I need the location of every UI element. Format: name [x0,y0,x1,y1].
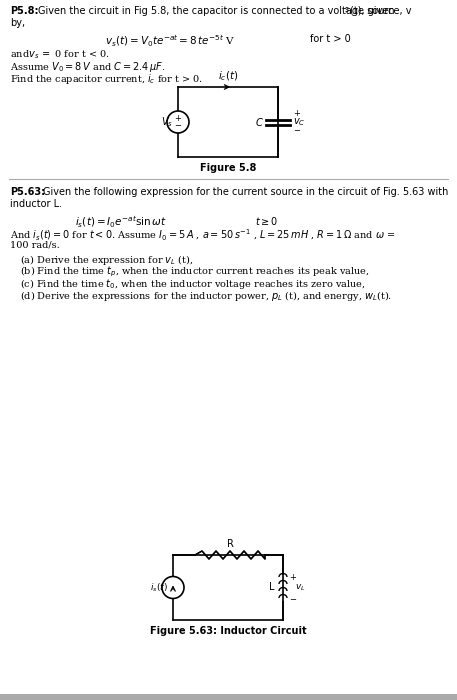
Text: And $i_s(t) = 0$ for $t < 0$. Assume $I_0 = 5\,A$ , $a = 50\,s^{-1}$ , $L = 25\,: And $i_s(t) = 0$ for $t < 0$. Assume $I_… [10,228,396,244]
Text: for t > 0: for t > 0 [310,34,351,44]
Text: $V_s$: $V_s$ [161,115,173,129]
Text: s: s [345,4,349,13]
Circle shape [167,111,189,133]
Text: inductor L.: inductor L. [10,199,62,209]
Text: (a) Derive the expression for $v_L$ (t),: (a) Derive the expression for $v_L$ (t), [20,253,193,267]
Text: Figure 5.63: Inductor Circuit: Figure 5.63: Inductor Circuit [150,626,306,636]
Text: $v_L$: $v_L$ [295,582,305,593]
Text: L: L [270,582,275,592]
Text: R: R [227,539,234,549]
Text: Figure 5.8: Figure 5.8 [200,163,256,173]
Text: $v_s(t) = V_0 te^{-at} = 8\,te^{-5t}$ V: $v_s(t) = V_0 te^{-at} = 8\,te^{-5t}$ V [105,34,235,50]
Text: Find the capacitor current, $i_c$ for t > 0.: Find the capacitor current, $i_c$ for t … [10,72,203,86]
Text: Given the following expression for the current source in the circuit of Fig. 5.6: Given the following expression for the c… [43,187,448,197]
Circle shape [162,577,184,598]
Text: (c) Find the time $t_0$, when the inductor voltage reaches its zero value,: (c) Find the time $t_0$, when the induct… [20,277,366,291]
Text: $i_s(t) = I_0 e^{-at}\sin\omega t$: $i_s(t) = I_0 e^{-at}\sin\omega t$ [75,215,167,230]
Text: Assume $V_0 = 8\,V$ and $C = 2.4\,\mu F.$: Assume $V_0 = 8\,V$ and $C = 2.4\,\mu F.… [10,60,165,74]
Text: (d) Derive the expressions for the inductor power, $p_L$ (t), and energy, $w_L$(: (d) Derive the expressions for the induc… [20,289,392,303]
Text: Given the circuit in Fig 5.8, the capacitor is connected to a voltage source, v: Given the circuit in Fig 5.8, the capaci… [38,6,411,16]
Text: +: + [293,108,300,118]
Text: P5.8:: P5.8: [10,6,38,16]
Text: $t \geq 0$: $t \geq 0$ [255,215,278,227]
Text: (t), given: (t), given [350,6,395,16]
Text: $v_C$: $v_C$ [293,116,305,128]
Text: +: + [175,114,181,123]
Bar [0,694,457,700]
Text: −: − [293,127,300,136]
Text: and$v_s\,=$ 0 for t < 0.: and$v_s\,=$ 0 for t < 0. [10,48,110,61]
Text: P5.63:: P5.63: [10,187,45,197]
Text: 100 rad/s.: 100 rad/s. [10,240,60,249]
Text: $i_s(t)$: $i_s(t)$ [150,581,168,594]
Text: +: + [289,573,296,582]
Text: by,: by, [10,18,25,28]
Text: −: − [175,121,181,130]
Text: (b) Find the time $t_p$, when the inductor current reaches its peak value,: (b) Find the time $t_p$, when the induct… [20,265,370,279]
Text: $C$: $C$ [255,116,264,128]
Text: −: − [289,595,296,604]
Text: $i_c(t)$: $i_c(t)$ [218,69,238,83]
